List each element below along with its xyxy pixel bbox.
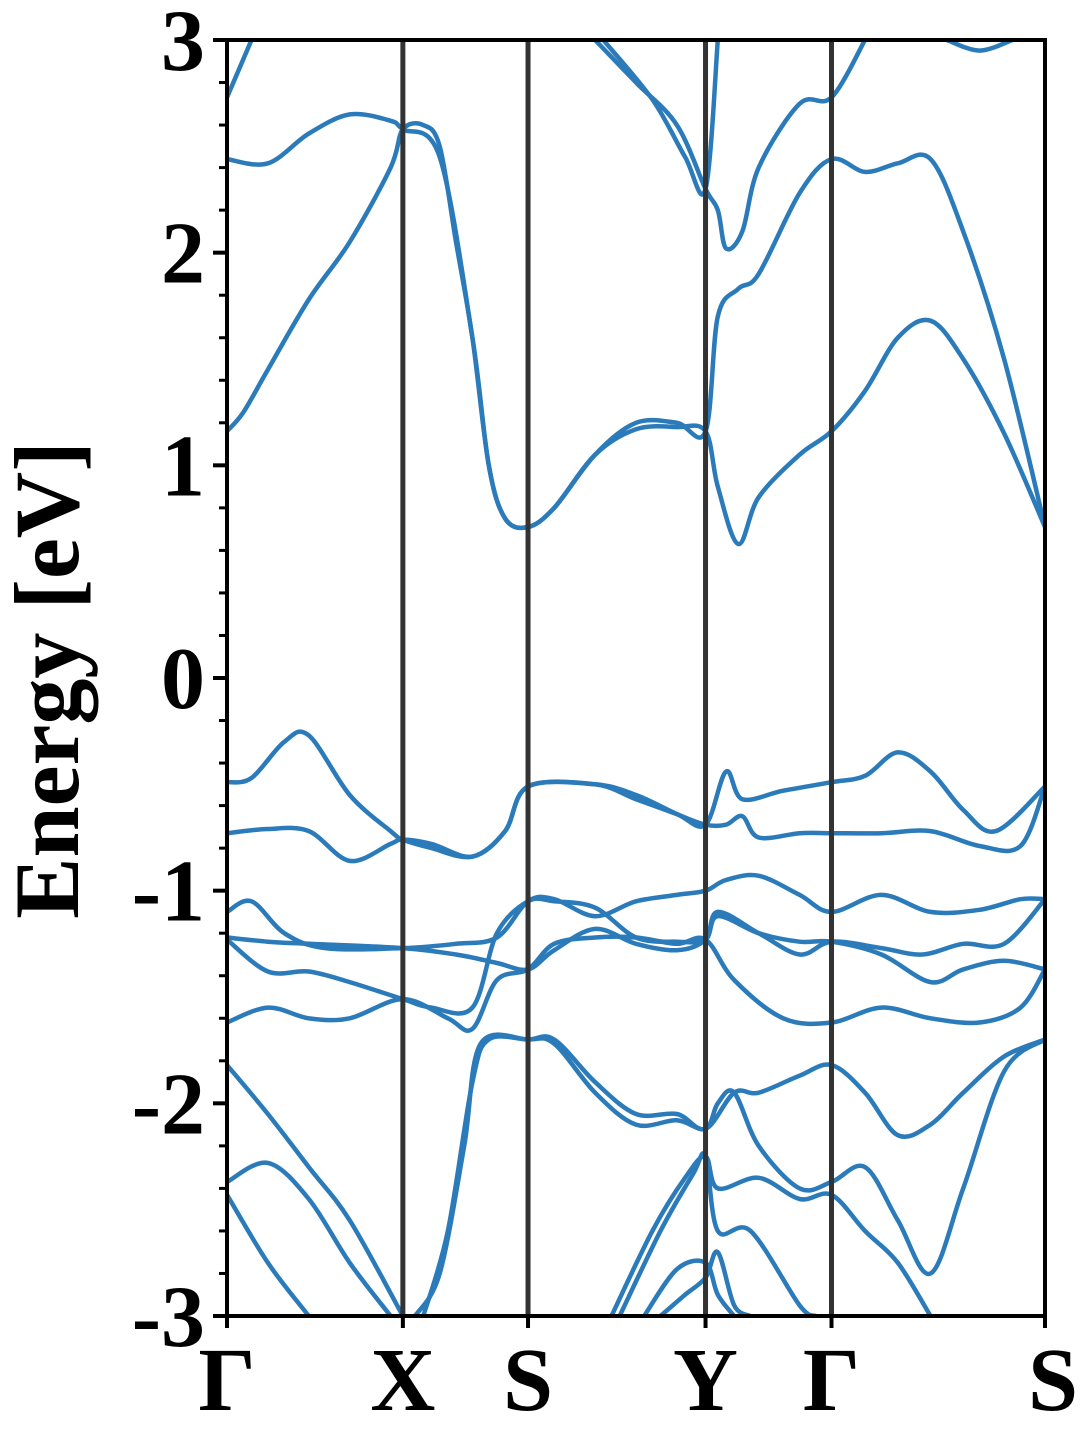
band-10 [227, 896, 1045, 973]
x-tick-label: S [503, 1331, 553, 1430]
band-15 [227, 1192, 312, 1316]
band-18 [609, 1154, 933, 1316]
band-19 [617, 1151, 819, 1316]
y-axis-title: Energy [eV] [0, 441, 98, 919]
y-tick-label: -2 [132, 1056, 205, 1153]
band-17 [412, 1032, 1045, 1316]
x-tick-label: X [370, 1331, 435, 1430]
band-9 [227, 872, 1045, 952]
y-tick-label: 2 [161, 206, 205, 303]
band-5 [601, 40, 721, 197]
band-14 [227, 1160, 393, 1316]
y-axis-ticks: -3 -2 -1 0 1 2 3 [132, 0, 227, 1366]
band-16 [421, 1034, 1045, 1316]
x-tick-label: Γ [198, 1331, 255, 1430]
band-4 [592, 40, 868, 252]
y-tick-label: 0 [161, 631, 205, 728]
band-7 [227, 729, 1045, 860]
band-1 [227, 121, 1045, 547]
y-tick-label: 1 [161, 418, 205, 515]
high-symmetry-lines [400, 40, 835, 1316]
x-tick-label: Y [673, 1331, 738, 1430]
band-lines [227, 40, 1045, 1316]
y-tick-label: -1 [132, 844, 205, 941]
x-tick-label: Γ [803, 1331, 860, 1430]
band-8 [227, 779, 1045, 864]
x-tick-label: S [1028, 1331, 1078, 1430]
y-tick-label: -3 [132, 1269, 205, 1366]
band-13 [227, 1062, 406, 1316]
band-21 [658, 1249, 753, 1316]
band-6 [944, 40, 1015, 53]
y-tick-label: 3 [161, 0, 205, 90]
band-20 [641, 1258, 737, 1316]
band-3 [227, 40, 254, 100]
band-12 [227, 934, 1045, 1033]
